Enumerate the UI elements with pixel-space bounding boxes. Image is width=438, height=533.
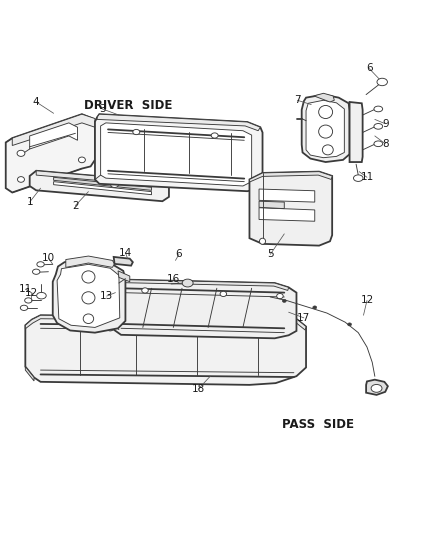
Text: 6: 6 — [176, 249, 182, 260]
Text: 18: 18 — [191, 384, 205, 394]
Polygon shape — [53, 182, 152, 195]
Text: 17: 17 — [297, 313, 311, 323]
Polygon shape — [30, 171, 169, 201]
Polygon shape — [259, 201, 284, 208]
Text: 6: 6 — [366, 63, 372, 74]
Polygon shape — [25, 367, 34, 381]
Ellipse shape — [374, 141, 383, 147]
Polygon shape — [366, 379, 388, 395]
Ellipse shape — [211, 133, 218, 138]
Polygon shape — [118, 271, 130, 282]
Ellipse shape — [277, 294, 283, 298]
Polygon shape — [259, 208, 315, 221]
Ellipse shape — [37, 293, 46, 299]
Ellipse shape — [283, 300, 286, 302]
Ellipse shape — [220, 292, 226, 296]
Polygon shape — [259, 189, 315, 202]
Ellipse shape — [319, 106, 332, 118]
Polygon shape — [104, 297, 113, 317]
Polygon shape — [36, 171, 162, 186]
Text: DRIVER  SIDE: DRIVER SIDE — [84, 99, 173, 112]
Text: 8: 8 — [382, 139, 389, 149]
Ellipse shape — [377, 78, 388, 86]
Text: 7: 7 — [294, 95, 300, 105]
Ellipse shape — [259, 238, 265, 244]
Polygon shape — [250, 172, 332, 246]
Polygon shape — [119, 279, 289, 290]
Text: 11: 11 — [19, 284, 32, 294]
Polygon shape — [25, 315, 306, 385]
Ellipse shape — [374, 106, 383, 112]
Ellipse shape — [374, 124, 383, 129]
Ellipse shape — [322, 145, 333, 155]
Polygon shape — [57, 264, 120, 327]
Polygon shape — [95, 114, 262, 191]
Ellipse shape — [371, 384, 382, 392]
Text: 3: 3 — [99, 104, 106, 114]
Polygon shape — [30, 123, 78, 149]
Ellipse shape — [82, 271, 95, 283]
Ellipse shape — [107, 326, 114, 331]
Polygon shape — [302, 94, 350, 162]
Ellipse shape — [82, 292, 95, 304]
Ellipse shape — [20, 305, 28, 310]
Ellipse shape — [142, 288, 148, 293]
Polygon shape — [350, 102, 363, 162]
Text: 2: 2 — [72, 200, 79, 211]
Text: 4: 4 — [33, 97, 39, 107]
Polygon shape — [12, 114, 95, 146]
Polygon shape — [97, 114, 260, 131]
Text: 1: 1 — [26, 197, 33, 207]
Ellipse shape — [32, 269, 40, 274]
Ellipse shape — [17, 150, 25, 156]
Polygon shape — [250, 172, 332, 182]
Polygon shape — [66, 256, 115, 268]
Ellipse shape — [78, 157, 85, 163]
Text: PASS  SIDE: PASS SIDE — [282, 417, 354, 431]
Text: 10: 10 — [42, 253, 55, 263]
Text: 16: 16 — [167, 273, 180, 284]
Polygon shape — [53, 177, 152, 190]
Text: 13: 13 — [100, 291, 113, 301]
Polygon shape — [113, 279, 297, 338]
Polygon shape — [306, 100, 344, 158]
Polygon shape — [25, 315, 306, 330]
Ellipse shape — [18, 176, 25, 182]
Ellipse shape — [348, 323, 352, 326]
Ellipse shape — [111, 182, 118, 188]
Polygon shape — [101, 123, 252, 186]
Text: 11: 11 — [360, 172, 374, 182]
Text: 12: 12 — [360, 295, 374, 305]
Ellipse shape — [37, 262, 44, 267]
Text: 14: 14 — [119, 247, 132, 257]
Ellipse shape — [133, 130, 140, 135]
Ellipse shape — [25, 298, 32, 303]
Ellipse shape — [224, 329, 231, 334]
Text: 12: 12 — [25, 288, 38, 298]
Ellipse shape — [182, 279, 193, 287]
Ellipse shape — [83, 314, 94, 324]
Polygon shape — [6, 114, 95, 192]
Ellipse shape — [353, 175, 363, 181]
Ellipse shape — [319, 125, 332, 138]
Polygon shape — [53, 260, 125, 333]
Polygon shape — [114, 257, 133, 265]
Ellipse shape — [313, 306, 317, 309]
Polygon shape — [314, 93, 334, 102]
Text: 5: 5 — [267, 249, 274, 260]
Text: 9: 9 — [382, 119, 389, 129]
